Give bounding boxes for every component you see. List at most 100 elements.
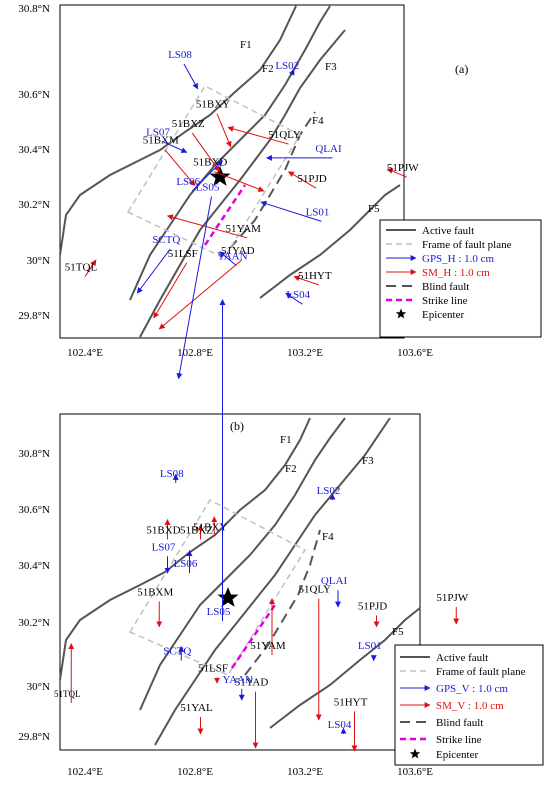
gps-station-label-ls04: LS04 bbox=[328, 719, 352, 731]
y-tick-label: 30.2°N bbox=[18, 617, 50, 629]
fault-line bbox=[59, 5, 297, 256]
gps-station-label-ls05: LS05 bbox=[207, 606, 231, 618]
fault-line bbox=[129, 5, 331, 301]
y-tick-label: 30.4°N bbox=[18, 560, 50, 572]
legend-epicenter-star bbox=[409, 748, 421, 759]
sm-station-label-51bxy: 51BXY bbox=[196, 99, 230, 111]
gps-station-label-ls01: LS01 bbox=[358, 640, 382, 652]
gps-station-label-ls02: LS02 bbox=[275, 60, 299, 72]
fault-label: F2 bbox=[285, 463, 297, 475]
legend-active-fault: Active fault bbox=[422, 225, 474, 237]
sm-vector-51yam bbox=[166, 214, 248, 239]
x-tick-label: 103.6°E bbox=[397, 766, 433, 778]
sm-vector-51bxm bbox=[164, 149, 196, 186]
sm-station-label-51tql: 51TQL bbox=[65, 262, 98, 274]
x-tick-label: 102.8°E bbox=[177, 766, 213, 778]
sm-station-label-51pjd: 51PJD bbox=[358, 601, 387, 613]
legend-gps: GPS_V : 1.0 cm bbox=[436, 683, 508, 695]
fault-plane-frame bbox=[126, 85, 302, 259]
fault-line bbox=[259, 184, 401, 299]
gps-vector-ls07 bbox=[161, 140, 188, 153]
gps-station-label-yaan: YAAN bbox=[222, 674, 253, 686]
sm-station-label-51hyt: 51HYT bbox=[298, 270, 332, 282]
gps-station-label-ls07: LS07 bbox=[152, 541, 176, 553]
legend-frame: Frame of fault plane bbox=[436, 666, 526, 678]
x-tick-label: 102.4°E bbox=[67, 766, 103, 778]
sm-station-label-51qly: 51QLY bbox=[298, 584, 331, 596]
gps-vector-yaan bbox=[219, 251, 237, 266]
panel-a-horizontal-displacement: (a) 30.8°N 30.6°N 30.4°N 30.2°N 30°N 29.… bbox=[18, 3, 542, 380]
legend-sm: SM_V : 1.0 cm bbox=[436, 700, 504, 712]
blind-fault bbox=[229, 111, 316, 249]
sm-vector-51bxz bbox=[191, 132, 221, 173]
y-tick-label: 30.6°N bbox=[18, 504, 50, 516]
sm-station-label-51yal: 51YAL bbox=[180, 702, 213, 714]
y-tick-label: 30.4°N bbox=[18, 144, 50, 156]
strike-line bbox=[230, 604, 277, 669]
gps-vector-ls05 bbox=[176, 196, 212, 380]
gps-vector-ls04 bbox=[285, 292, 303, 305]
legend-strike: Strike line bbox=[436, 734, 482, 746]
legend-frame: Frame of fault plane bbox=[422, 239, 512, 251]
sm-vector-51yad bbox=[158, 259, 243, 330]
strike-line bbox=[203, 184, 247, 246]
fault-line bbox=[154, 417, 391, 746]
sm-vector-51bxy bbox=[216, 113, 232, 148]
legend-gps: GPS_H : 1.0 cm bbox=[422, 253, 495, 265]
sm-vector-51pjd bbox=[287, 171, 317, 189]
fault-label: F4 bbox=[312, 115, 324, 127]
sm-station-label-51tql: 51TQL bbox=[54, 689, 81, 699]
sm-vector-51pjw bbox=[386, 168, 407, 178]
legend-blind: Blind fault bbox=[422, 281, 469, 293]
sm-station-label-51hyt: 51HYT bbox=[334, 696, 368, 708]
panel-a-vectors: 51BXY 51BXZ 51QLY 51BXM 51BXD 51PJD 51PJW 51YAM… bbox=[65, 49, 419, 380]
panel-b-y-ticks: 30.8°N 30.6°N 30.4°N 30.2°N 30°N 29.8°N bbox=[18, 448, 50, 743]
panel-a-label: (a) bbox=[455, 62, 468, 76]
gps-vector-ls08 bbox=[183, 63, 199, 90]
fault-line bbox=[139, 417, 346, 711]
gps-station-label-ls02: LS02 bbox=[317, 485, 341, 497]
fault-label: F5 bbox=[368, 203, 380, 215]
fault-plane-frame bbox=[128, 499, 307, 676]
legend-epicenter-star bbox=[395, 308, 407, 319]
sm-vector-51qly bbox=[227, 126, 289, 145]
gps-station-label-ls08: LS08 bbox=[160, 468, 184, 480]
x-tick-label: 103.2°E bbox=[287, 766, 323, 778]
gps-vector-ls06 bbox=[191, 160, 223, 192]
fault-label: F4 bbox=[322, 531, 334, 543]
gps-vector-ls02 bbox=[288, 69, 295, 76]
panel-b-legend: Active fault Frame of fault plane GPS_V … bbox=[394, 644, 544, 766]
legend-strike: Strike line bbox=[422, 295, 468, 307]
legend-epicenter: Epicenter bbox=[436, 749, 478, 761]
panel-b-x-ticks: 102.4°E 102.8°E 103.2°E 103.6°E bbox=[67, 766, 433, 778]
fault-label: F5 bbox=[392, 626, 404, 638]
fault-label: F1 bbox=[240, 39, 252, 51]
y-tick-label: 29.8°N bbox=[18, 310, 50, 322]
panel-a-x-ticks: 102.4°E 102.8°E 103.2°E 103.6°E bbox=[67, 347, 433, 359]
fault-label: F3 bbox=[325, 61, 337, 73]
sm-station-label-51bxm: 51BXM bbox=[143, 135, 179, 147]
y-tick-label: 30.8°N bbox=[18, 3, 50, 15]
sm-station-label-51yad: 51YAD bbox=[221, 245, 255, 257]
sm-station-label-51yam: 51YAM bbox=[250, 640, 286, 652]
fault-label: F2 bbox=[262, 63, 274, 75]
gps-station-label-ls06: LS06 bbox=[174, 558, 198, 570]
gps-station-label-ls04: LS04 bbox=[286, 289, 310, 301]
gps-station-label-ls01: LS01 bbox=[306, 206, 330, 218]
panel-a-y-ticks: 30.8°N 30.6°N 30.4°N 30.2°N 30°N 29.8°N bbox=[18, 3, 50, 322]
sm-station-label-51pjd: 51PJD bbox=[297, 173, 326, 185]
gps-station-label-ls07: LS07 bbox=[146, 126, 170, 138]
legend-epicenter: Epicenter bbox=[422, 309, 464, 321]
gps-station-label-ls05: LS05 bbox=[196, 182, 220, 194]
epicenter-star bbox=[217, 587, 239, 607]
panel-b-frame bbox=[59, 413, 421, 751]
panel-a-fault-labels: F1 F2 F3 F4 F5 bbox=[240, 39, 380, 215]
sm-station-label-51lsf: 51LSF bbox=[168, 248, 198, 260]
sm-station-label-51qly: 51QLY bbox=[268, 129, 301, 141]
epicenter-star bbox=[209, 166, 231, 186]
legend-active-fault: Active fault bbox=[436, 652, 488, 664]
gps-station-label-sctq: SCTQ bbox=[152, 234, 180, 246]
x-tick-label: 102.4°E bbox=[67, 347, 103, 359]
panel-a-faults bbox=[59, 5, 401, 338]
